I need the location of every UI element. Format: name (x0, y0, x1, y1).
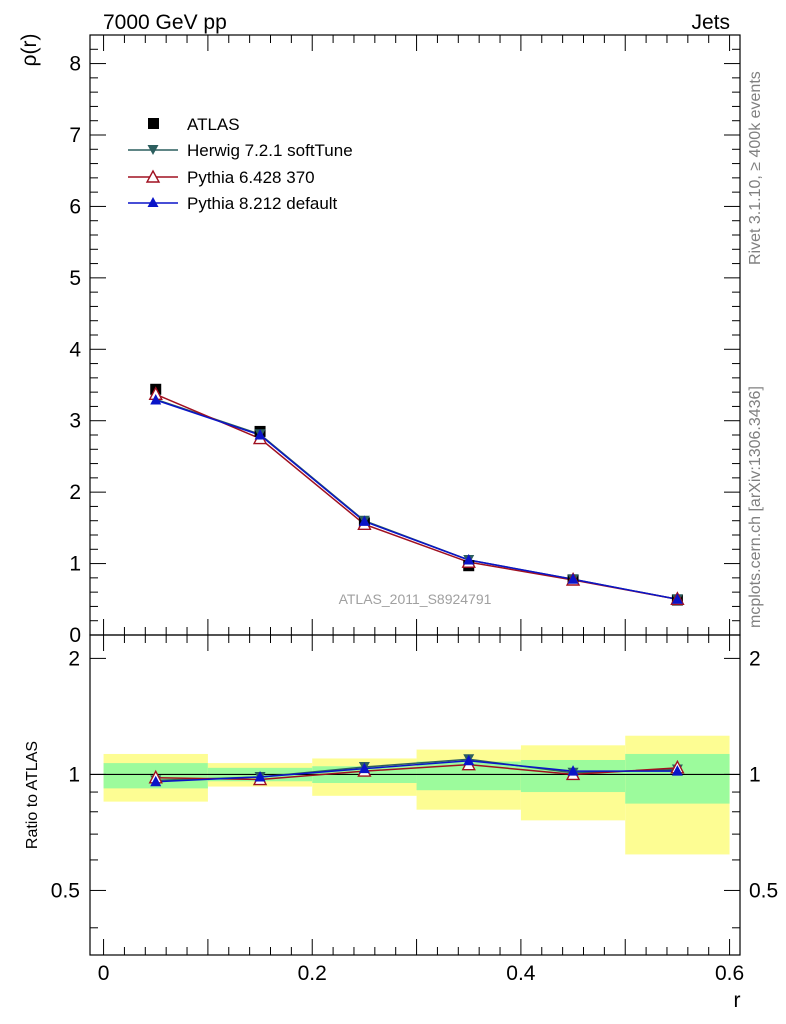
ratio-y-axis-label: Ratio to ATLAS (24, 741, 41, 849)
category-label: Jets (691, 11, 730, 34)
legend-entry-pythia6: Pythia 6.428 370 (128, 168, 315, 187)
main-point-pythia-8-212-default (358, 515, 370, 526)
legend-entry-herwig: Herwig 7.2.1 softTune (128, 141, 353, 160)
ratio-panel: 0 0.2 0.4 0.6 0.5 0.5 1 1 2 2 Ratio to ATLAS r (24, 634, 778, 1012)
main-series-line-herwig-7-2-1-softtune (155, 398, 678, 601)
ratio-y-tick-label: 0.5 (51, 879, 80, 902)
main-y-tick-label: 2 (69, 481, 81, 504)
legend-entry-pythia8: Pythia 8.212 default (128, 194, 338, 213)
legend: ATLAS Herwig 7.2.1 softTune Pythia 6.428… (128, 115, 353, 213)
main-panel: 0 1 2 3 4 5 6 7 8 ρ(r) ATLAS_2011_S8924791 ATLAS… (18, 34, 741, 647)
ratio-y-tick-label-right: 1 (749, 763, 761, 786)
ratio-point-pythia-8-212-default (567, 765, 579, 776)
ratio-point-pythia-8-212-default (254, 770, 266, 782)
ratio-point-pythia-8-212-default (358, 762, 370, 774)
ratio-y-tick-label: 2 (68, 647, 80, 670)
main-y-tick-label: 5 (69, 267, 81, 290)
x-tick-label: 0.4 (506, 962, 536, 985)
rivet-label: Rivet 3.1.10, ≥ 400k events (747, 71, 764, 265)
x-tick-label: 0.2 (298, 962, 327, 985)
legend-marker-pythia8 (147, 197, 159, 207)
legend-entry-atlas: ATLAS (148, 115, 240, 134)
main-series-layer (148, 383, 685, 606)
main-point-pythia-8-212-default (567, 573, 579, 584)
ratio-axis-ticks: 0 0.2 0.4 0.6 0.5 0.5 1 1 2 2 (51, 635, 778, 985)
ratio-point-pythia-8-212-default (150, 775, 162, 787)
energy-label: 7000 GeV pp (103, 11, 227, 34)
main-y-tick-label: 0 (69, 624, 81, 647)
main-point-pythia-8-212-default (150, 394, 162, 405)
ratio-frame (89, 634, 741, 956)
legend-label-herwig: Herwig 7.2.1 softTune (187, 141, 353, 160)
legend-label-atlas: ATLAS (187, 115, 240, 134)
ratio-band-layer (90, 735, 740, 855)
main-axis-ticks: 0 1 2 3 4 5 6 7 8 (69, 34, 740, 647)
ratio-point-pythia-8-212-default (463, 754, 475, 766)
x-axis-label: r (734, 989, 741, 1012)
ratio-point-pythia-8-212-default (671, 765, 683, 776)
main-y-axis-label: ρ(r) (18, 34, 41, 67)
main-y-tick-label: 7 (69, 124, 81, 147)
ratio-series-line-pythia-6-428-370 (155, 763, 678, 781)
main-y-tick-label: 4 (69, 338, 81, 361)
legend-marker-atlas (148, 118, 159, 129)
main-point-pythia-8-212-default (671, 593, 683, 604)
ratio-y-tick-label: 1 (68, 763, 80, 786)
x-tick-label: 0 (98, 962, 110, 985)
mcplots-label: mcplots.cern.ch [arXiv:1306.3436] (747, 386, 764, 628)
ratio-y-tick-label-right: 2 (749, 647, 761, 670)
analysis-id-label: ATLAS_2011_S8924791 (339, 591, 492, 607)
legend-label-pythia8: Pythia 8.212 default (187, 194, 338, 213)
ratio-series-line-pythia-8-212-default (155, 760, 678, 783)
legend-label-pythia6: Pythia 6.428 370 (187, 168, 315, 187)
main-series-line-pythia-8-212-default (155, 399, 678, 601)
main-point-pythia-8-212-default (463, 554, 475, 565)
main-point-pythia-8-212-default (254, 429, 266, 440)
main-y-tick-label: 3 (69, 410, 81, 433)
ratio-y-tick-label-right: 0.5 (749, 879, 778, 902)
main-y-tick-label: 6 (69, 195, 81, 218)
legend-marker-herwig (147, 145, 159, 155)
ratio-series-layer (148, 754, 685, 787)
legend-marker-pythia6 (145, 169, 161, 183)
x-tick-label: 0.6 (715, 962, 744, 985)
main-y-tick-label: 1 (69, 553, 81, 576)
main-y-tick-label: 8 (69, 53, 81, 76)
